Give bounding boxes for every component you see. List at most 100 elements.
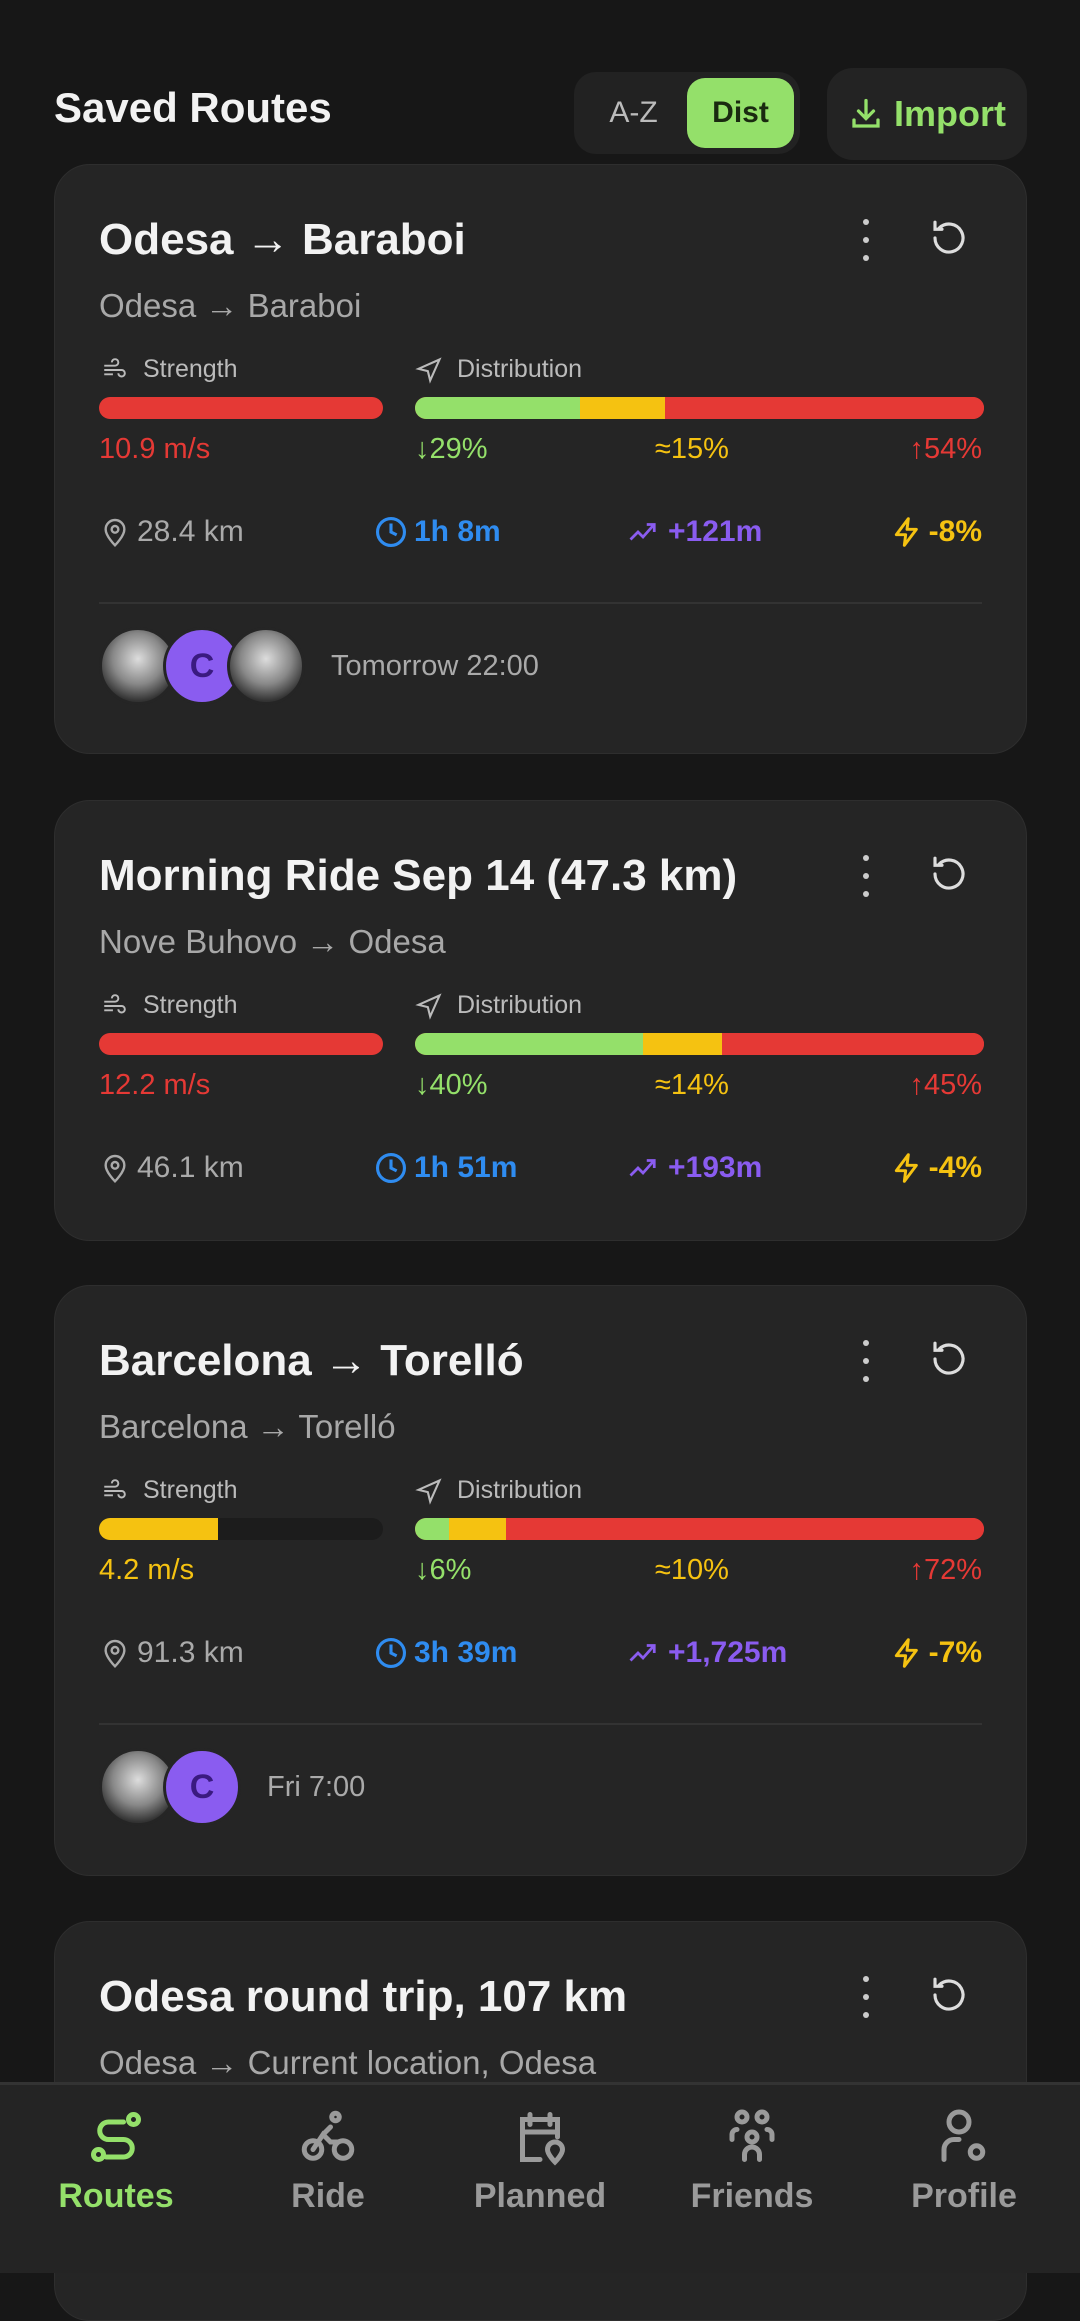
sort-az-button[interactable]: A-Z	[609, 96, 658, 129]
strength-bar	[99, 397, 383, 419]
downwind-segment	[415, 1518, 450, 1540]
headwind-percent: ↑45%	[909, 1069, 982, 1101]
wind-strength-value: 10.9 m/s	[99, 433, 211, 465]
participants[interactable]: C Tomorrow 22:00	[99, 627, 539, 705]
distribution-bar	[415, 1518, 984, 1540]
avatar	[227, 627, 305, 705]
strength-label: Strength	[99, 991, 238, 1020]
divider	[99, 602, 982, 604]
route-endpoints: Barcelona → Torelló	[99, 1408, 396, 1445]
calendar-pin-icon	[520, 2112, 566, 2166]
refresh-icon[interactable]	[928, 1974, 970, 2016]
lightning-icon	[894, 1638, 918, 1668]
header: Saved Routes A-Z Dist Import	[54, 68, 1027, 160]
avatar: C	[163, 627, 241, 705]
nav-ride[interactable]: Ride	[228, 2085, 428, 2273]
elevation-value: +121m	[668, 515, 763, 548]
wind-strength-value: 4.2 m/s	[99, 1554, 195, 1586]
divider	[99, 1723, 982, 1725]
crosswind-percent: ≈14%	[655, 1069, 729, 1101]
energy-value: -4%	[928, 1151, 982, 1184]
strength-bar	[99, 1518, 383, 1540]
clock-icon	[375, 1152, 407, 1184]
more-options-button[interactable]	[856, 215, 876, 265]
strength-label: Strength	[99, 1476, 238, 1505]
navigation-arrow-icon	[415, 356, 442, 384]
nav-friends[interactable]: Friends	[652, 2085, 852, 2273]
route-name: Odesa round trip, 107 km	[99, 1972, 628, 2021]
scheduled-time: Tomorrow 22:00	[331, 649, 539, 682]
download-icon	[852, 98, 880, 128]
distance-value: 46.1 km	[137, 1151, 244, 1184]
sort-toggle: A-Z Dist	[574, 72, 800, 154]
strength-text: Strength	[143, 355, 238, 383]
distance-value: 28.4 km	[137, 515, 244, 548]
route-stats: 46.1 km 1h 51m +193m -4%	[99, 1151, 982, 1191]
distribution-label: Distribution	[415, 355, 582, 384]
downwind-percent: ↓6%	[415, 1554, 472, 1586]
location-pin-icon	[104, 1639, 126, 1669]
friends-icon	[729, 2109, 775, 2162]
more-options-button[interactable]	[856, 851, 876, 901]
strength-bar-fill	[99, 1033, 383, 1055]
more-options-button[interactable]	[856, 1972, 876, 2022]
wind-icon	[104, 993, 126, 1013]
avatar: C	[163, 1748, 241, 1826]
elevation-trend-icon	[629, 1644, 656, 1662]
refresh-icon[interactable]	[928, 853, 970, 895]
wind-strength-value: 12.2 m/s	[99, 1069, 211, 1101]
nav-label: Routes	[58, 2177, 174, 2215]
lightning-icon	[894, 1153, 918, 1183]
duration-value: 1h 8m	[414, 515, 501, 548]
route-card[interactable]: Odesa → Baraboi Odesa → Baraboi Strength…	[54, 164, 1027, 754]
strength-text: Strength	[143, 1476, 238, 1504]
elevation-value: +193m	[668, 1151, 763, 1184]
refresh-icon[interactable]	[928, 217, 970, 259]
nav-profile[interactable]: Profile	[864, 2085, 1064, 2273]
headwind-segment	[665, 397, 984, 419]
nav-routes[interactable]: Routes	[16, 2085, 216, 2273]
bottom-nav: Routes Ride Planned Friends Profile	[0, 2082, 1080, 2273]
crosswind-percent: ≈10%	[655, 1554, 729, 1586]
import-button[interactable]: Import	[827, 68, 1027, 160]
headwind-segment	[506, 1518, 984, 1540]
bike-icon	[301, 2110, 355, 2161]
route-stats: 91.3 km 3h 39m +1,725m -7%	[99, 1636, 982, 1676]
navigation-arrow-icon	[415, 1477, 442, 1505]
clock-icon	[375, 1637, 407, 1669]
clock-icon	[375, 516, 407, 548]
crosswind-segment	[580, 397, 666, 419]
sort-dist-button[interactable]: Dist	[687, 78, 794, 148]
downwind-segment	[415, 397, 580, 419]
more-options-button[interactable]	[856, 1336, 876, 1386]
nav-label: Ride	[291, 2177, 365, 2215]
wind-icon	[104, 1478, 126, 1498]
route-name: Odesa → Baraboi	[99, 215, 466, 264]
nav-planned[interactable]: Planned	[440, 2085, 640, 2273]
distribution-bar	[415, 397, 984, 419]
headwind-percent: ↑72%	[909, 1554, 982, 1586]
strength-text: Strength	[143, 991, 238, 1019]
duration-value: 1h 51m	[414, 1151, 518, 1184]
downwind-percent: ↓40%	[415, 1069, 488, 1101]
distribution-text: Distribution	[457, 1476, 583, 1504]
crosswind-segment	[642, 1033, 723, 1055]
downwind-percent: ↓29%	[415, 433, 488, 465]
participants[interactable]: C Fri 7:00	[99, 1748, 365, 1826]
wind-icon	[104, 357, 126, 377]
refresh-icon[interactable]	[928, 1338, 970, 1380]
headwind-segment	[722, 1033, 984, 1055]
route-card[interactable]: Barcelona → Torelló Barcelona → Torelló …	[54, 1285, 1027, 1876]
distribution-text: Distribution	[457, 991, 583, 1019]
crosswind-segment	[449, 1518, 507, 1540]
elevation-value: +1,725m	[668, 1636, 788, 1669]
headwind-percent: ↑54%	[909, 433, 982, 465]
route-card[interactable]: Morning Ride Sep 14 (47.3 km) Nove Buhov…	[54, 800, 1027, 1241]
strength-bar-fill	[99, 397, 383, 419]
nav-label: Planned	[473, 2177, 607, 2215]
elevation-trend-icon	[629, 523, 656, 541]
energy-value: -7%	[928, 1636, 982, 1669]
location-pin-icon	[104, 518, 126, 548]
strength-bar	[99, 1033, 383, 1055]
nav-label: Friends	[690, 2177, 814, 2215]
